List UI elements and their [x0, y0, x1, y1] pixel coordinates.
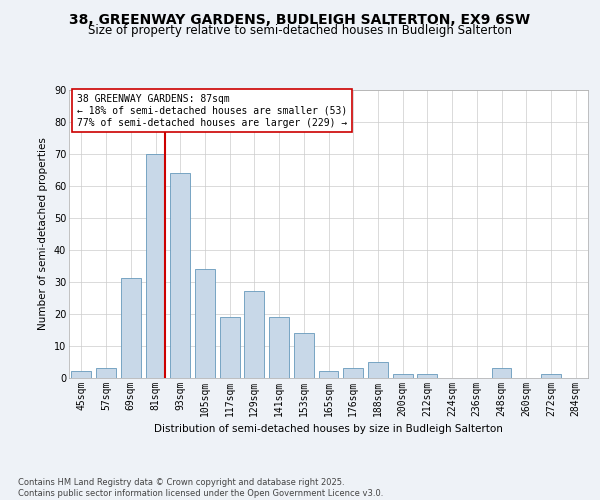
Text: 38, GREENWAY GARDENS, BUDLEIGH SALTERTON, EX9 6SW: 38, GREENWAY GARDENS, BUDLEIGH SALTERTON…	[70, 12, 530, 26]
Bar	[71, 371, 91, 378]
Bar	[96, 368, 116, 378]
Text: 38 GREENWAY GARDENS: 87sqm
← 18% of semi-detached houses are smaller (53)
77% of: 38 GREENWAY GARDENS: 87sqm ← 18% of semi…	[77, 94, 347, 128]
Bar	[368, 362, 388, 378]
Bar	[418, 374, 437, 378]
Bar	[170, 173, 190, 378]
Bar	[343, 368, 363, 378]
Text: Size of property relative to semi-detached houses in Budleigh Salterton: Size of property relative to semi-detach…	[88, 24, 512, 37]
Bar	[393, 374, 413, 378]
Bar	[491, 368, 511, 378]
Bar	[541, 374, 561, 378]
Bar	[146, 154, 166, 378]
Y-axis label: Number of semi-detached properties: Number of semi-detached properties	[38, 138, 48, 330]
Bar	[220, 317, 239, 378]
Text: Contains HM Land Registry data © Crown copyright and database right 2025.
Contai: Contains HM Land Registry data © Crown c…	[18, 478, 383, 498]
X-axis label: Distribution of semi-detached houses by size in Budleigh Salterton: Distribution of semi-detached houses by …	[154, 424, 503, 434]
Bar	[121, 278, 140, 378]
Bar	[269, 317, 289, 378]
Bar	[294, 333, 314, 378]
Bar	[195, 269, 215, 378]
Bar	[319, 371, 338, 378]
Bar	[244, 291, 264, 378]
